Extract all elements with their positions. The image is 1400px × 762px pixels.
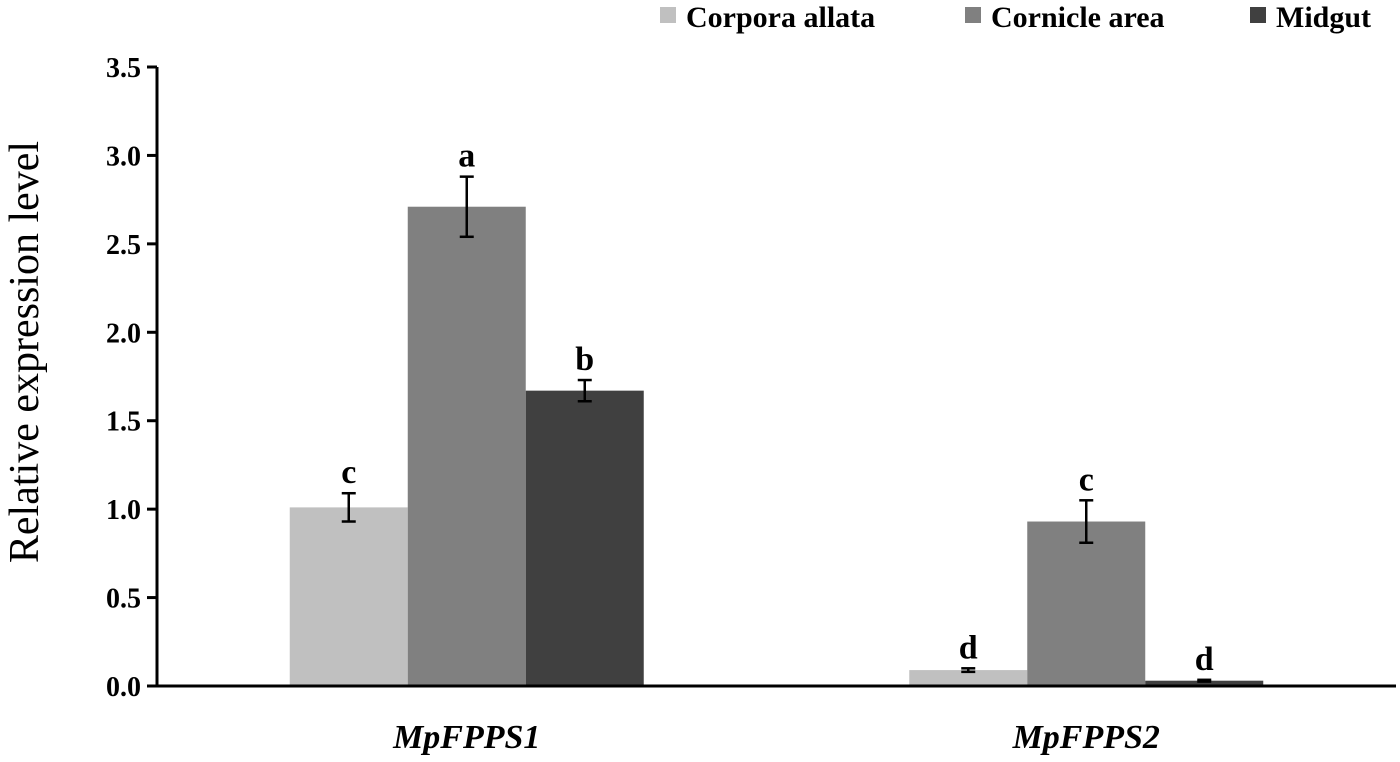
category-label: MpFPPS1 [392, 719, 540, 756]
bar [1027, 521, 1146, 686]
y-tick-label: 2.0 [106, 318, 141, 349]
significance-label: d [1195, 641, 1214, 678]
legend-swatch [1250, 7, 1266, 23]
y-tick-label: 0.5 [106, 584, 141, 615]
y-tick-label: 0.0 [106, 672, 141, 703]
y-tick-label: 1.0 [106, 495, 141, 526]
legend: Corpora allata Cornicle area Midgut [660, 1, 1371, 34]
y-tick-label: 2.5 [106, 230, 141, 261]
legend-label: Cornicle area [991, 1, 1165, 34]
legend-label: Midgut [1276, 1, 1371, 34]
y-tick-label: 3.0 [106, 141, 141, 172]
significance-label: b [575, 341, 594, 378]
category-label: MpFPPS2 [1012, 719, 1160, 756]
legend-swatch [660, 7, 676, 23]
bar [289, 507, 408, 686]
y-axis-ticks: 0.0 0.5 1.0 1.5 2.0 2.5 3.0 3.5 [106, 53, 157, 703]
significance-label: c [341, 454, 356, 491]
bar [909, 670, 1028, 686]
significance-label: a [458, 138, 475, 175]
legend-label: Corpora allata [686, 1, 875, 34]
bar [407, 206, 526, 686]
bars [289, 206, 1264, 686]
y-axis-label: Relative expression level [2, 141, 48, 563]
significance-label: d [959, 629, 978, 666]
significance-label: c [1079, 461, 1094, 498]
legend-swatch [965, 7, 981, 23]
y-tick-label: 3.5 [106, 53, 141, 84]
bar [525, 390, 644, 686]
category-labels: MpFPPS1 MpFPPS2 [392, 719, 1160, 756]
y-tick-label: 1.5 [106, 407, 141, 438]
significance-labels: c a b d c d [341, 138, 1214, 678]
bar [1145, 680, 1264, 686]
error-bars [341, 175, 1212, 683]
